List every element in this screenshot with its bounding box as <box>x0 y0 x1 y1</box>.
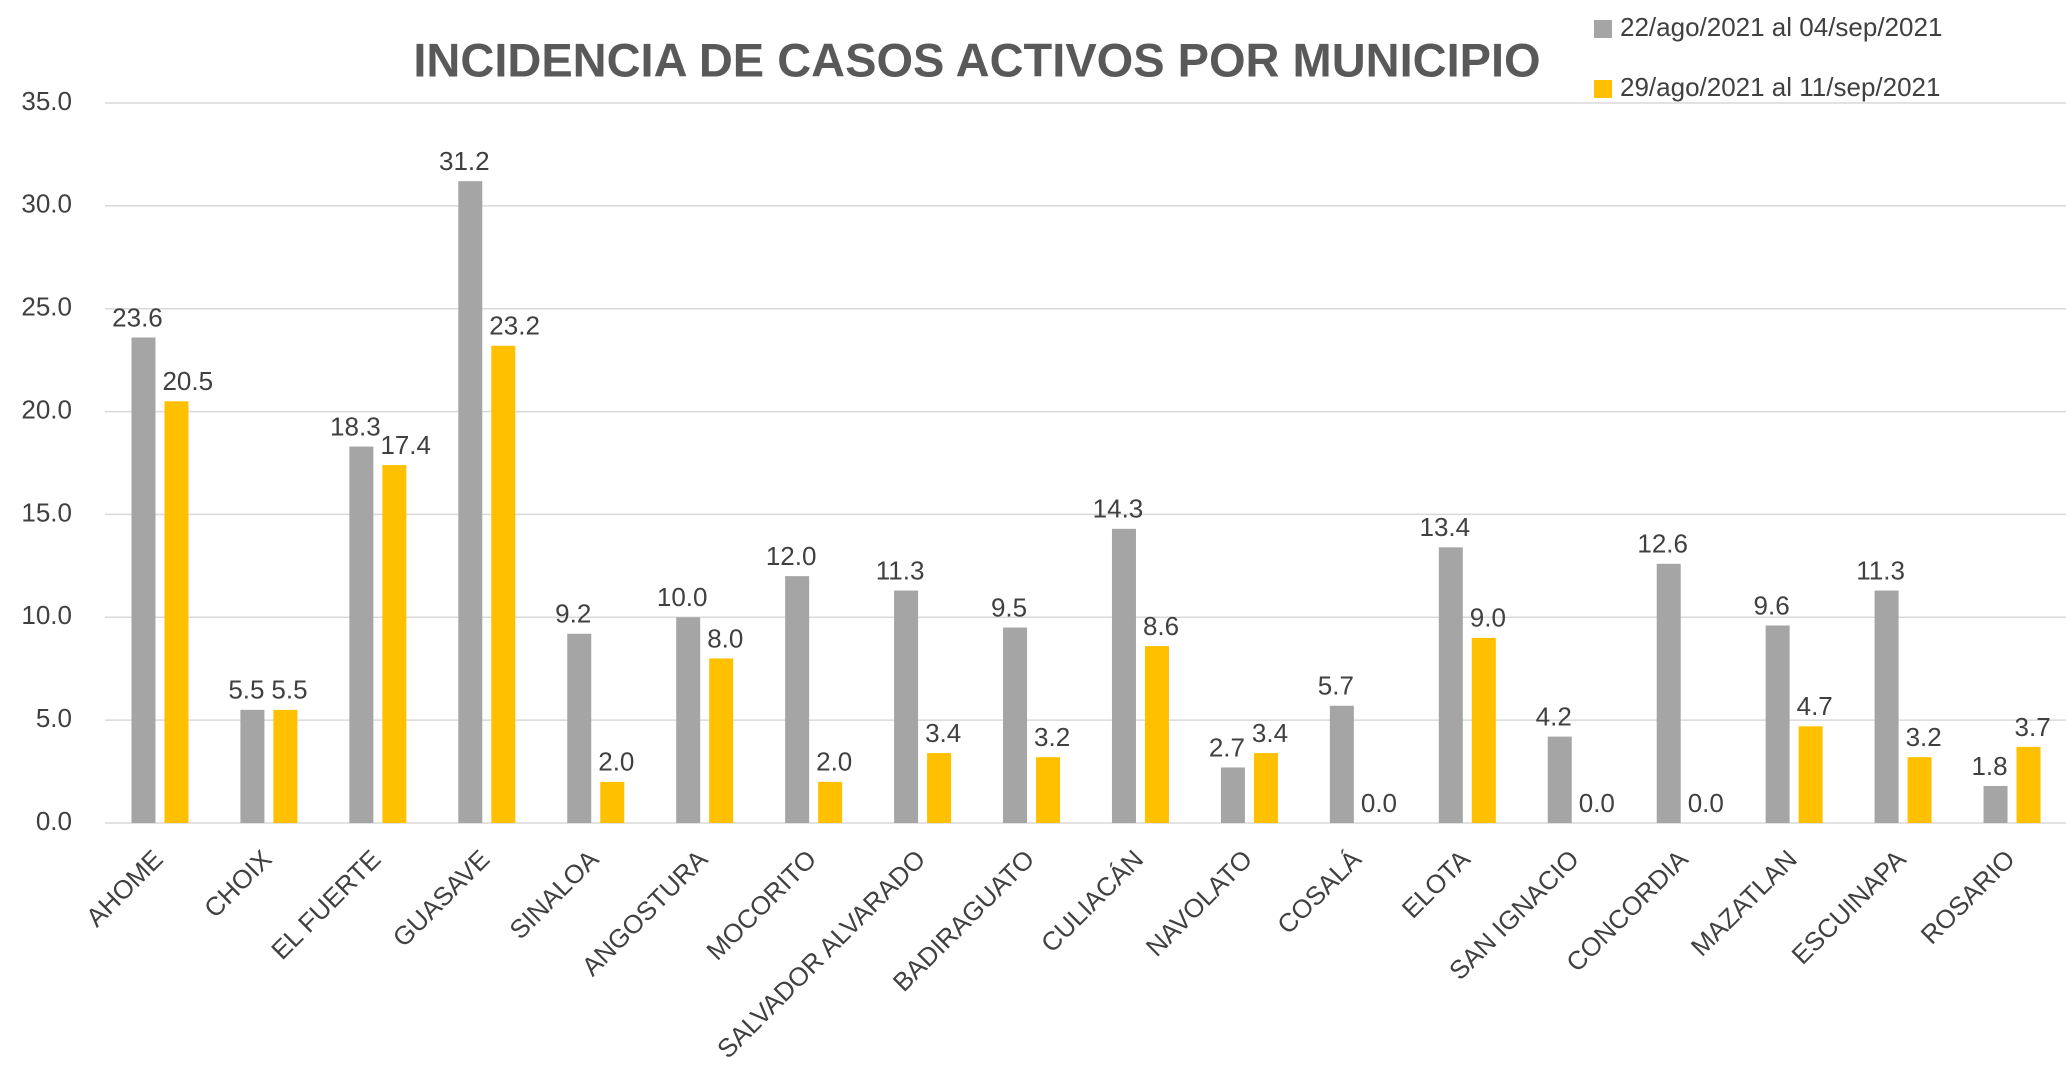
x-tick-label: NAVOLATO <box>1140 844 1258 962</box>
y-tick-label: 25.0 <box>21 292 72 322</box>
data-label: 5.5 <box>271 675 307 705</box>
bar <box>1253 753 1278 823</box>
y-tick-label: 30.0 <box>21 189 72 219</box>
x-tick-label: ELOTA <box>1396 843 1477 924</box>
bar <box>1874 590 1899 823</box>
data-label: 23.2 <box>489 311 540 341</box>
y-tick-label: 0.0 <box>36 806 72 836</box>
bar <box>382 465 407 823</box>
data-label: 11.3 <box>876 555 925 585</box>
data-label: 20.5 <box>162 366 213 396</box>
bar <box>567 633 592 823</box>
legend-swatch <box>1594 20 1612 38</box>
data-label: 0.0 <box>1579 788 1615 818</box>
data-label: 31.2 <box>439 146 490 176</box>
data-label: 12.6 <box>1637 529 1688 559</box>
legend-label: 22/ago/2021 al 04/sep/2021 <box>1620 12 1942 42</box>
bar <box>818 781 843 823</box>
data-label: 23.6 <box>112 302 163 332</box>
data-label: 9.6 <box>1754 590 1790 620</box>
data-label: 0.0 <box>1361 788 1397 818</box>
data-label: 3.7 <box>2015 712 2051 742</box>
bar <box>1765 625 1790 823</box>
x-tick-label: CHOIX <box>198 844 277 923</box>
bar <box>131 337 156 823</box>
bar <box>1036 757 1061 823</box>
y-tick-label: 5.0 <box>36 703 72 733</box>
data-label: 2.0 <box>598 747 634 777</box>
x-tick-label: EL FUERTE <box>265 844 386 965</box>
bar <box>1471 637 1496 823</box>
data-label: 9.5 <box>991 592 1027 622</box>
data-label: 5.7 <box>1318 671 1354 701</box>
bar <box>349 446 374 823</box>
bar <box>1983 785 2008 823</box>
bar <box>240 709 265 823</box>
bar <box>273 709 298 823</box>
legend-label: 29/ago/2021 al 11/sep/2021 <box>1620 72 1940 102</box>
bar <box>2016 746 2041 823</box>
chart-title: INCIDENCIA DE CASOS ACTIVOS POR MUNICIPI… <box>413 33 1540 86</box>
x-tick-label: AHOME <box>80 844 169 933</box>
x-tick-label: MOCORITO <box>700 844 822 966</box>
bar <box>458 181 483 823</box>
data-label: 3.4 <box>925 718 961 748</box>
bar <box>491 345 516 823</box>
x-tick-label: GUASAVE <box>387 844 496 953</box>
x-tick-label: ESCUINAPA <box>1786 843 1913 970</box>
x-tick-label: COSALÁ <box>1271 843 1367 939</box>
data-label: 4.7 <box>1797 691 1833 721</box>
data-label: 9.0 <box>1470 603 1506 633</box>
data-label: 13.4 <box>1420 512 1471 542</box>
data-label: 10.0 <box>657 582 708 612</box>
y-tick-label: 35.0 <box>21 86 72 116</box>
data-label: 8.6 <box>1143 611 1179 641</box>
x-tick-label: CULIACÁN <box>1035 844 1149 958</box>
bar <box>676 617 701 823</box>
bar <box>894 590 919 823</box>
data-label: 17.4 <box>380 430 431 460</box>
data-label: 5.5 <box>228 675 264 705</box>
data-label: 3.2 <box>1034 722 1070 752</box>
x-tick-label: SINALOA <box>503 843 604 944</box>
data-label: 1.8 <box>1971 751 2007 781</box>
y-tick-label: 15.0 <box>21 497 72 527</box>
bar <box>1003 627 1028 823</box>
data-label: 14.3 <box>1093 494 1144 524</box>
data-label: 18.3 <box>330 411 381 441</box>
data-label: 9.2 <box>555 599 591 629</box>
data-label: 8.0 <box>707 623 743 653</box>
bar <box>1144 646 1169 823</box>
bar <box>1798 726 1823 823</box>
x-tick-label: SALVADOR ALVARADO <box>711 844 931 1064</box>
bar <box>164 401 189 823</box>
y-tick-label: 20.0 <box>21 394 72 424</box>
bar <box>1656 563 1681 823</box>
data-label: 2.7 <box>1209 732 1245 762</box>
data-label: 11.3 <box>1856 555 1905 585</box>
bar <box>927 753 952 823</box>
bar <box>709 658 734 823</box>
bar <box>1111 528 1136 823</box>
legend-swatch <box>1594 80 1612 98</box>
bar <box>600 781 625 823</box>
bar <box>1907 757 1932 823</box>
data-label: 4.2 <box>1536 701 1572 731</box>
y-tick-label: 10.0 <box>21 600 72 630</box>
data-label: 12.0 <box>766 541 817 571</box>
bar <box>1220 767 1245 823</box>
bar <box>1438 547 1463 823</box>
bar <box>1329 705 1354 823</box>
data-label: 2.0 <box>816 747 852 777</box>
bar <box>1547 736 1572 823</box>
bar <box>785 576 810 823</box>
x-tick-label: MAZATLAN <box>1685 844 1803 962</box>
data-label: 3.4 <box>1252 718 1288 748</box>
data-label: 3.2 <box>1906 722 1942 752</box>
data-label: 0.0 <box>1688 788 1724 818</box>
x-tick-label: ROSARIO <box>1915 844 2021 950</box>
